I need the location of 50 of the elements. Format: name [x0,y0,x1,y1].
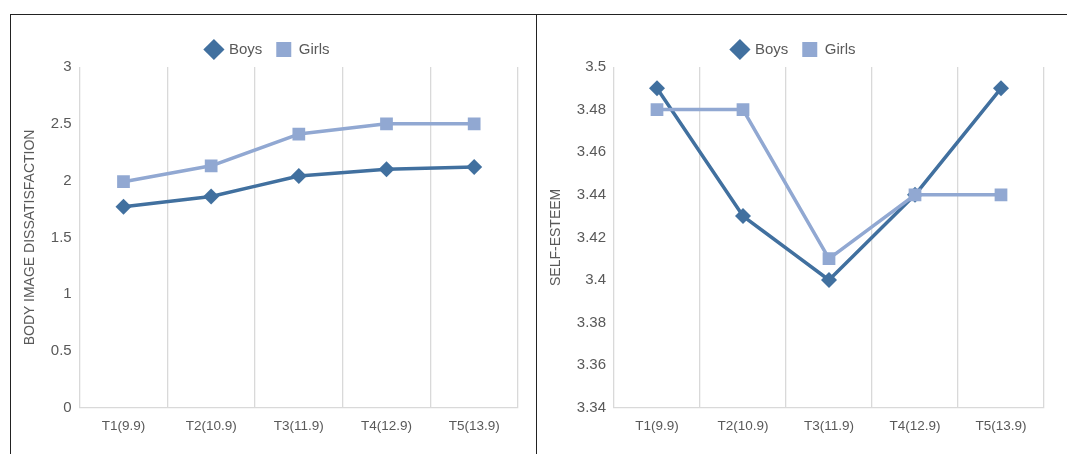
x-tick-label: T3(11.9) [273,417,324,433]
y-tick-label: 3.34 [576,397,606,415]
point [380,117,393,131]
y-tick-label: 3.44 [576,184,606,202]
y-tick-label: 0.5 [50,341,72,359]
x-tick-label: T1(9.9) [101,417,146,433]
point [994,188,1008,202]
point [993,80,1009,97]
legend-label: Girls [298,39,330,57]
x-tick-label: T2(10.9) [717,417,769,433]
point [650,103,664,116]
point [117,175,130,189]
y-tick-label: 3.4 [585,270,606,288]
y-tick-label: 3 [63,57,72,75]
point [821,272,837,288]
y-tick-label: 3.42 [576,227,606,245]
x-tick-label: T2(10.9) [185,417,237,433]
x-tick-label: T1(9.9) [635,417,679,433]
x-tick-label: T4(12.9) [360,417,413,433]
y-tick-label: 3.48 [576,99,606,117]
point [378,161,395,178]
x-tick-label: T5(13.9) [975,417,1027,433]
legend-label: Girls [824,39,856,57]
point [466,158,483,175]
y-axis-title: SELF-ESTEEM [547,188,564,287]
y-tick-label: 1.5 [50,227,72,245]
y-tick-label: 3.5 [585,57,606,75]
legend-label: Boys [228,39,263,57]
y-axis-title: BODY IMAGE DISSATISFACTION [21,129,38,346]
y-tick-label: 2 [63,170,72,188]
y-tick-label: 1 [63,284,72,302]
x-tick-label: T3(11.9) [803,417,855,433]
y-tick-label: 2.5 [50,113,72,131]
point [649,80,665,97]
point [290,168,307,185]
y-tick-label: 3.38 [576,312,606,330]
point [467,117,481,131]
x-tick-label: T5(13.9) [448,417,500,433]
point [735,208,751,225]
legend-label: Boys [754,39,789,57]
point [115,198,132,215]
point [204,159,218,173]
point [292,127,306,141]
y-tick-label: 3.46 [576,142,606,160]
y-tick-label: 3.36 [576,355,606,373]
point [736,103,750,116]
x-tick-label: T4(12.9) [889,417,941,433]
y-tick-label: 0 [63,397,72,415]
point [203,188,220,205]
point [822,252,836,266]
